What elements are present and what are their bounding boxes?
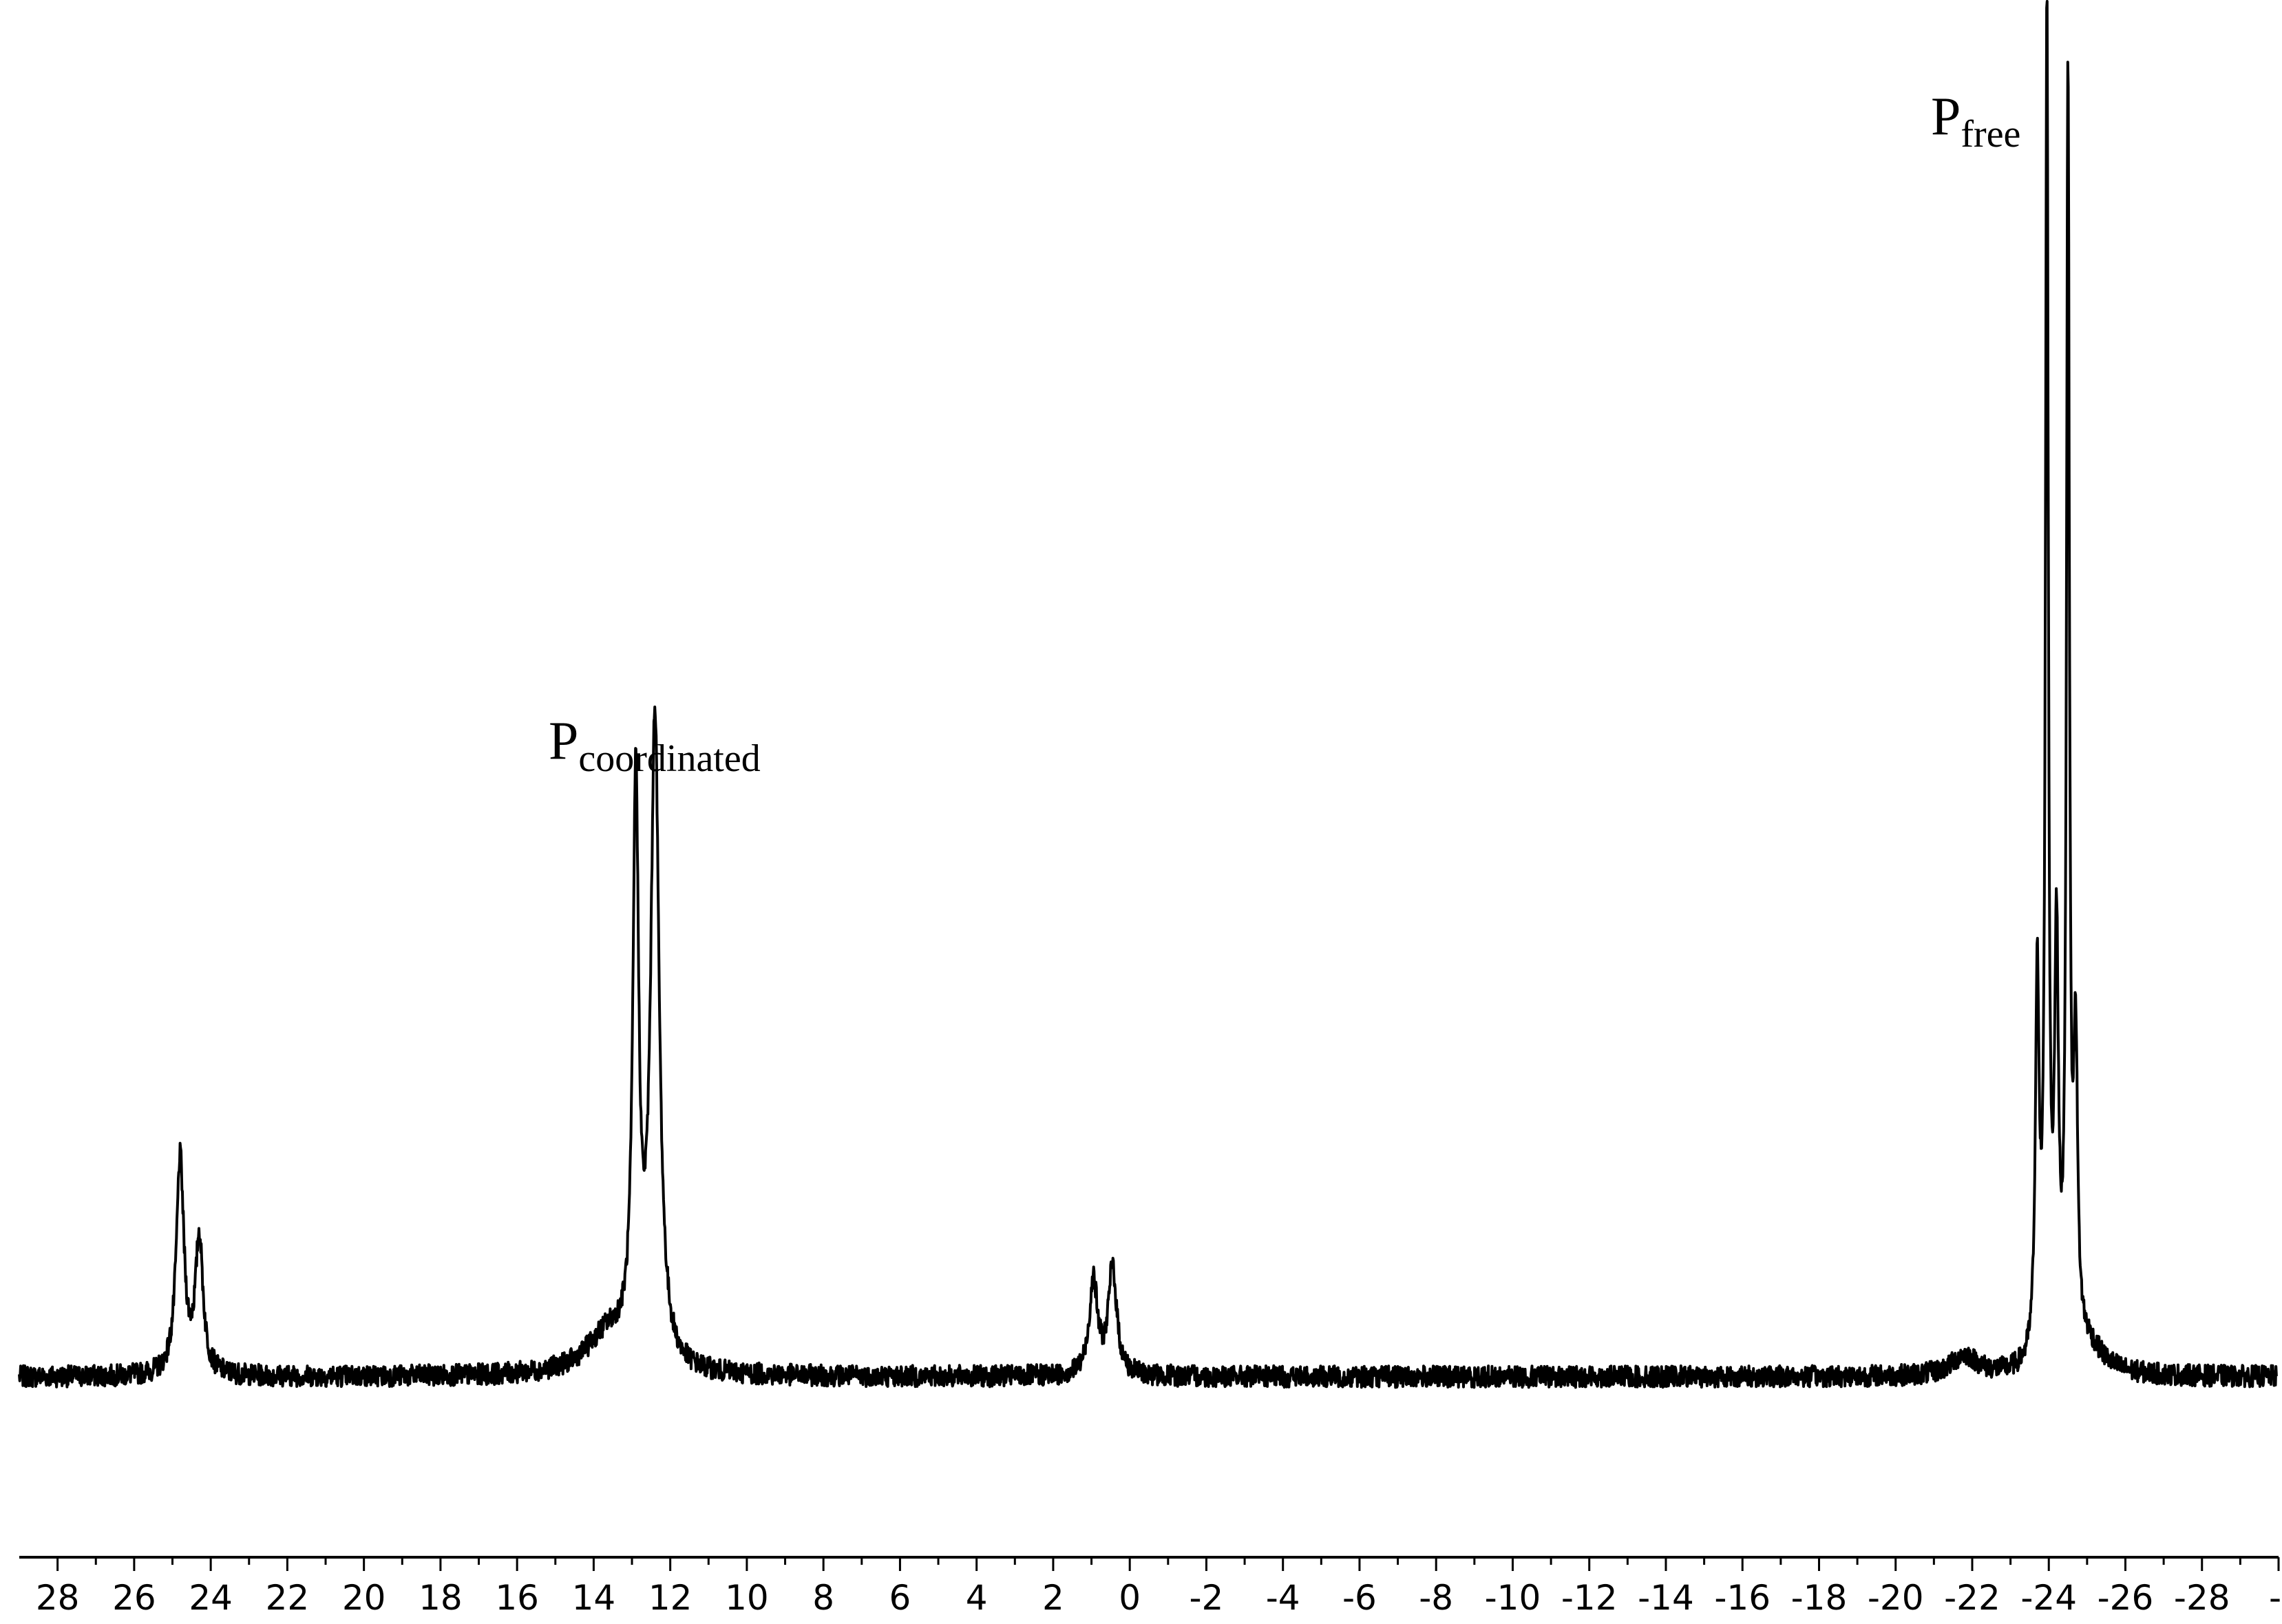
x-axis: 28 26 24 22 20 18 16 14 12 10 8 6 4 2 0 -2 -4 -6 -8 -10 -12-… <box>19 1556 2282 1618</box>
annotation-base: P <box>549 710 578 770</box>
x-tick-label: -18 <box>1791 1578 1848 1618</box>
x-tick-label: -20 <box>1868 1578 1924 1618</box>
x-tick-label: -14 <box>1638 1578 1694 1618</box>
x-tick-label: -4 <box>1266 1578 1300 1618</box>
spectrum-layer <box>18 0 2278 1389</box>
x-tick-label: 10 <box>725 1578 769 1618</box>
x-tick-label: 12 <box>648 1578 693 1618</box>
x-tick-label: 14 <box>572 1578 616 1618</box>
x-axis-tick-labels: 28 26 24 22 20 18 16 14 12 10 8 6 4 2 0 -2 -4 -6 -8 -10 -12-… <box>36 1578 2282 1618</box>
x-tick-label: 8 <box>812 1578 834 1618</box>
x-axis-ticks <box>56 1557 2280 1571</box>
annotation-p-free: Pfree <box>1931 86 2020 156</box>
x-tick-label: 2 <box>1042 1578 1064 1618</box>
x-tick-label: 22 <box>266 1578 310 1618</box>
annotation-subscript: free <box>1961 113 2020 156</box>
x-tick-label: -3 <box>2269 1578 2282 1618</box>
x-tick-label: -24 <box>2020 1578 2077 1618</box>
svg-text:Pfree: Pfree <box>1931 86 2020 156</box>
svg-text:Pcoordinated: Pcoordinated <box>549 710 761 780</box>
x-tick-label: -26 <box>2098 1578 2154 1618</box>
x-tick-label: -16 <box>1714 1578 1771 1618</box>
x-tick-label: 4 <box>966 1578 988 1618</box>
spectrum-line <box>18 0 2278 1389</box>
annotation-subscript: coordinated <box>578 737 760 780</box>
x-tick-label: -2 <box>1190 1578 1224 1618</box>
x-tick-label: 28 <box>36 1578 80 1618</box>
x-tick-label: -10 <box>1485 1578 1541 1618</box>
x-tick-label: -8 <box>1419 1578 1453 1618</box>
x-tick-label: 24 <box>189 1578 233 1618</box>
x-tick-label: -12 <box>1561 1578 1618 1618</box>
x-tick-label: 18 <box>419 1578 463 1618</box>
x-tick-label: 20 <box>342 1578 386 1618</box>
x-tick-label: 6 <box>889 1578 911 1618</box>
x-tick-label: -6 <box>1342 1578 1377 1618</box>
x-tick-label: -28 <box>2174 1578 2230 1618</box>
annotation-p-coordinated: Pcoordinated <box>549 710 761 780</box>
x-tick-label: 26 <box>112 1578 156 1618</box>
x-tick-label: 0 <box>1119 1578 1141 1618</box>
x-tick-label: -22 <box>1944 1578 2000 1618</box>
x-tick-label: 16 <box>495 1578 539 1618</box>
annotation-base: P <box>1931 86 1961 146</box>
